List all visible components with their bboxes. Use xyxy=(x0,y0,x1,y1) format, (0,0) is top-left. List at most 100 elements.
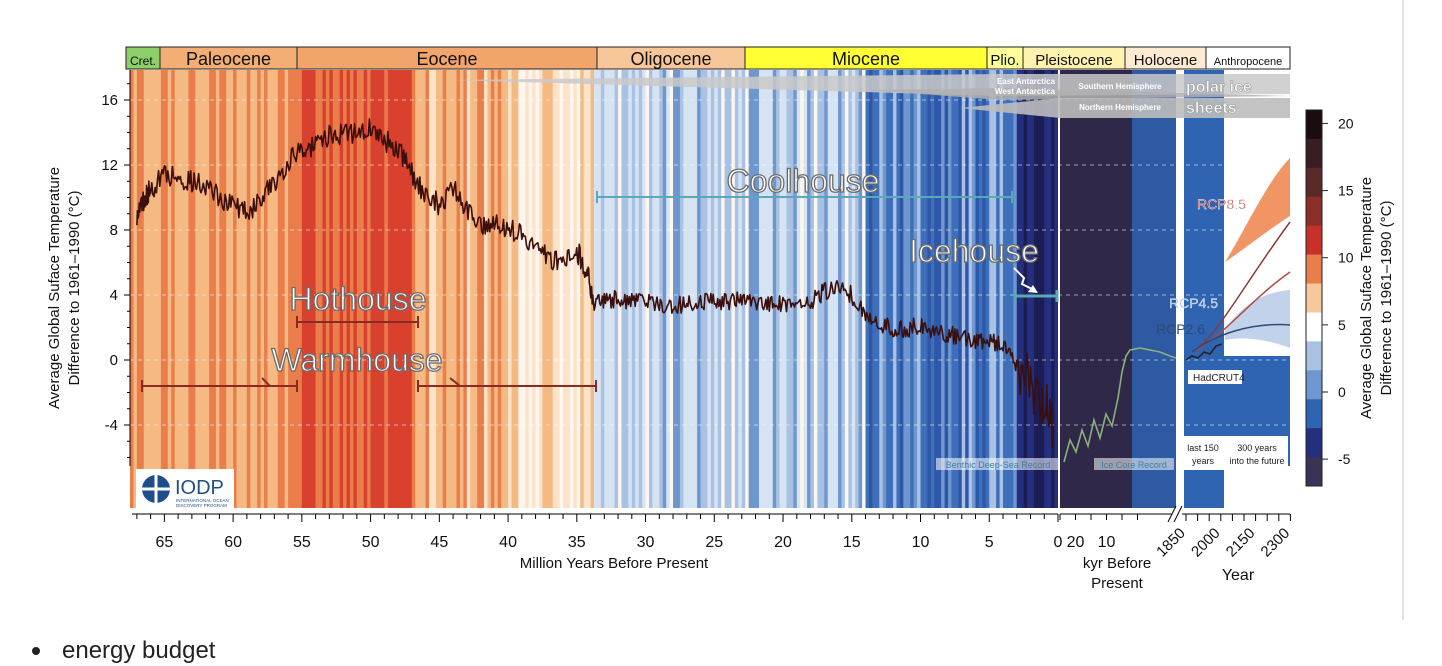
temperature-stripe xyxy=(786,70,791,508)
kyr-tick-label: 10 xyxy=(1098,534,1116,551)
climate-state-brackets: Hothouse Warmhouse Coolhouse Icehouse xyxy=(141,162,1059,392)
x-tick-label: 20 xyxy=(774,534,792,551)
y-axis-label-line1: Average Global Suface Temperature xyxy=(46,167,63,409)
temperature-stripe xyxy=(549,70,554,508)
kyr-axis-label-line2: Present xyxy=(1091,575,1144,592)
rcp-projections: RCP8.5 RCP4.5 RCP2.6 HadCRUT4 xyxy=(1156,158,1291,384)
temperature-stripe xyxy=(844,70,849,508)
temperature-stripe xyxy=(752,70,757,508)
temperature-stripe xyxy=(250,70,255,508)
temperature-stripe xyxy=(229,70,234,508)
temperature-stripe xyxy=(384,70,389,508)
temperature-stripe xyxy=(937,70,942,508)
temperature-stripes-main xyxy=(130,70,1060,508)
temperature-stripe xyxy=(264,70,268,508)
temperature-stripe xyxy=(772,70,777,508)
temperature-stripe xyxy=(563,70,568,508)
temperature-stripe xyxy=(501,70,506,508)
temperature-stripe xyxy=(583,70,588,508)
temperature-stripe xyxy=(387,70,392,508)
temperature-stripe xyxy=(439,70,444,508)
x-tick-label: 0 xyxy=(1054,534,1063,551)
temperature-stripe xyxy=(954,70,959,508)
x-tick-label: 40 xyxy=(499,534,517,551)
ice-sheet-bands: East Antarctica West Antarctica Southern… xyxy=(450,74,1290,118)
temperature-stripe xyxy=(800,70,805,508)
rcp45-label: RCP4.5 xyxy=(1169,295,1218,311)
colorbar-band xyxy=(1306,196,1322,227)
temperature-stripe xyxy=(322,70,327,508)
x-axis-label: Million Years Before Present xyxy=(520,555,709,572)
temperature-stripe xyxy=(136,70,141,508)
sheets-title: sheets xyxy=(1186,100,1237,117)
last-150-years-line2: years xyxy=(1192,456,1215,466)
temperature-stripe xyxy=(511,70,516,508)
temperature-stripe xyxy=(215,70,220,508)
temperature-stripe xyxy=(514,70,519,508)
temperature-stripe xyxy=(789,70,794,508)
year-tick-label: 1850 xyxy=(1153,525,1189,561)
temperature-stripe xyxy=(329,70,334,508)
temperature-stripe xyxy=(1051,70,1056,508)
temperature-stripe xyxy=(1044,70,1049,508)
temperature-stripe xyxy=(697,70,702,508)
temperature-stripe xyxy=(178,70,183,508)
temperature-stripe xyxy=(463,70,468,508)
temperature-stripe xyxy=(167,70,172,508)
colorbar-label-line2: Difference to 1961–1990 (°C) xyxy=(1378,200,1395,395)
temperature-stripe xyxy=(755,70,760,508)
temperature-stripe xyxy=(673,70,677,508)
temperature-stripe xyxy=(332,70,337,508)
period-label: Oligocene xyxy=(630,49,711,69)
temperature-stripe xyxy=(899,70,904,508)
temperature-stripe xyxy=(903,70,908,508)
temperature-stripe xyxy=(363,70,368,508)
temperature-stripe xyxy=(693,70,698,508)
temperature-stripe xyxy=(676,70,681,508)
icehouse-arrow-icon xyxy=(1013,267,1035,291)
temperature-stripe xyxy=(367,70,372,508)
temperature-stripe xyxy=(724,70,729,508)
colorbar-tick-label: 10 xyxy=(1338,250,1354,266)
temperature-stripe xyxy=(466,70,471,508)
temperature-stripe xyxy=(573,70,578,508)
axis-break-mark xyxy=(1167,505,1177,523)
temperature-stripe xyxy=(645,70,650,508)
temperature-stripe xyxy=(339,70,344,508)
hadcrut4-line xyxy=(1185,343,1223,361)
southern-hemisphere-label: Southern Hemisphere xyxy=(1078,82,1162,91)
temperature-stripe xyxy=(325,70,330,508)
colorbar-tick-label: 0 xyxy=(1338,384,1346,400)
temperature-stripe xyxy=(566,70,571,508)
temperature-stripe xyxy=(769,70,774,508)
temperature-stripe xyxy=(349,70,354,508)
temperature-stripe xyxy=(927,70,932,508)
year-tick-label: 2000 xyxy=(1188,525,1224,561)
temperature-stripe xyxy=(961,70,966,508)
temperature-stripe xyxy=(195,70,200,508)
temperature-stripe xyxy=(666,70,671,508)
temperature-stripe xyxy=(294,70,299,508)
temperature-stripe xyxy=(594,70,598,508)
temperature-stripe xyxy=(748,70,753,508)
temperature-stripe xyxy=(621,70,626,508)
x-tick-label: 55 xyxy=(293,534,311,551)
temperature-stripe xyxy=(690,70,695,508)
colorbar-tick-label: 20 xyxy=(1338,115,1354,131)
temperature-stripe xyxy=(212,70,217,508)
temperature-stripe xyxy=(281,70,286,508)
temperature-stripe xyxy=(1003,70,1007,508)
temperature-stripe xyxy=(683,70,688,508)
x-tick-label: 5 xyxy=(985,534,994,551)
temperature-stripe xyxy=(470,70,475,508)
kyr-glacial-background xyxy=(1060,70,1132,508)
segment-divider xyxy=(1058,70,1060,508)
colorbar-tick-label: 15 xyxy=(1338,183,1354,199)
temperature-stripe xyxy=(305,70,310,508)
kyr-holocene-background xyxy=(1132,70,1176,508)
colorbar-band xyxy=(1306,399,1322,429)
period-label: Miocene xyxy=(832,49,900,69)
temperature-stripe xyxy=(607,70,612,508)
temperature-stripe xyxy=(336,70,341,508)
temperature-stripe xyxy=(721,70,726,508)
